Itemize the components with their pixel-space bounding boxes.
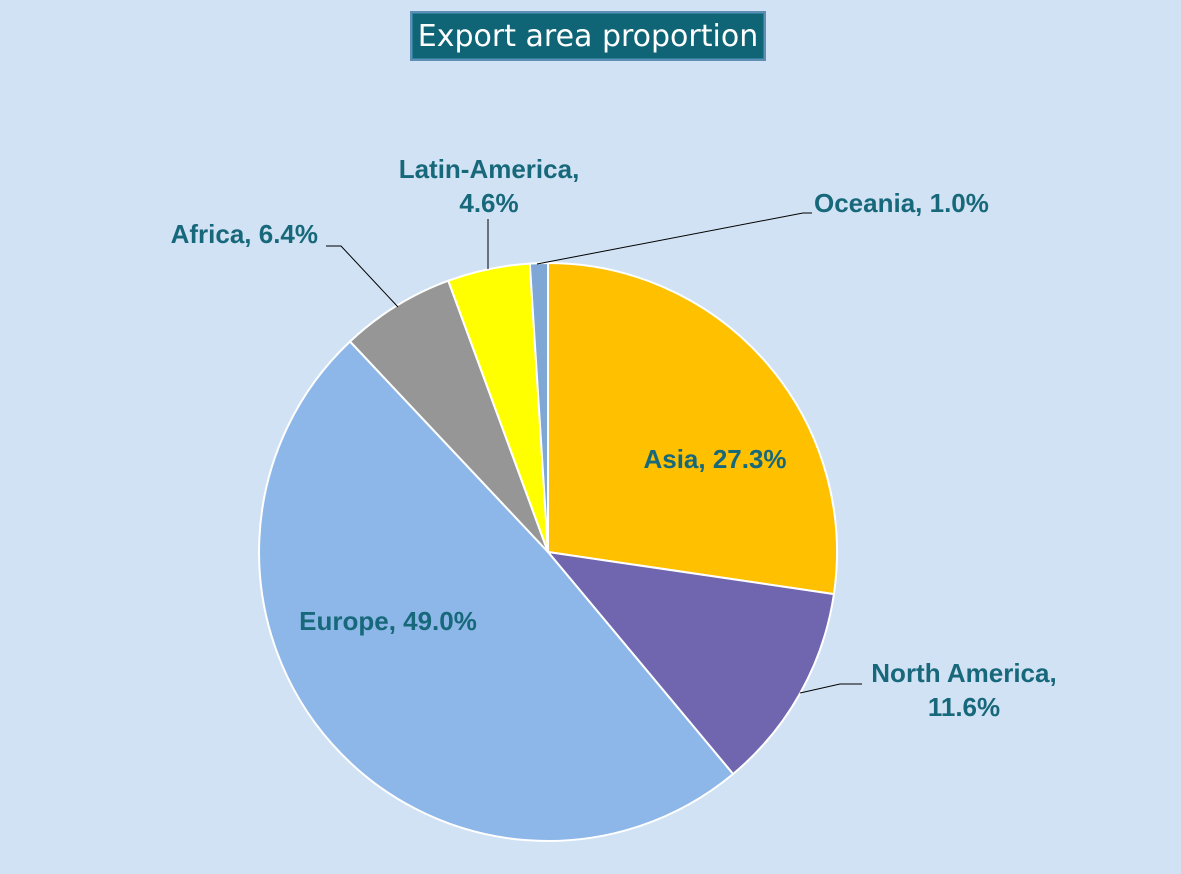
- pie-slices: [258, 261, 839, 842]
- pie-slice-africa: [349, 279, 549, 553]
- data-labels: Asia, 27.3% North America, 11.6% Europe, 49…: [171, 154, 1057, 722]
- data-label-europe: Europe, 49.0%: [299, 606, 477, 636]
- leader-line-north-america: [799, 683, 862, 694]
- leader-line-oceania: [536, 212, 812, 265]
- chart-title: Export area proportion: [410, 11, 766, 61]
- pie-slice-north-america: [547, 551, 835, 775]
- data-label-oceania: Oceania, 1.0%: [814, 188, 989, 218]
- data-label-north-america: North America, 11.6%: [871, 658, 1056, 722]
- pie-slice-asia: [547, 262, 839, 596]
- data-label-latin-america: Latin-America, 4.6%: [399, 154, 580, 218]
- data-label-asia: Asia, 27.3%: [643, 444, 786, 474]
- leader-line-africa: [326, 245, 399, 308]
- pie-slice-europe: [258, 340, 735, 842]
- leader-lines: [326, 212, 862, 694]
- data-label-africa: Africa, 6.4%: [171, 219, 318, 249]
